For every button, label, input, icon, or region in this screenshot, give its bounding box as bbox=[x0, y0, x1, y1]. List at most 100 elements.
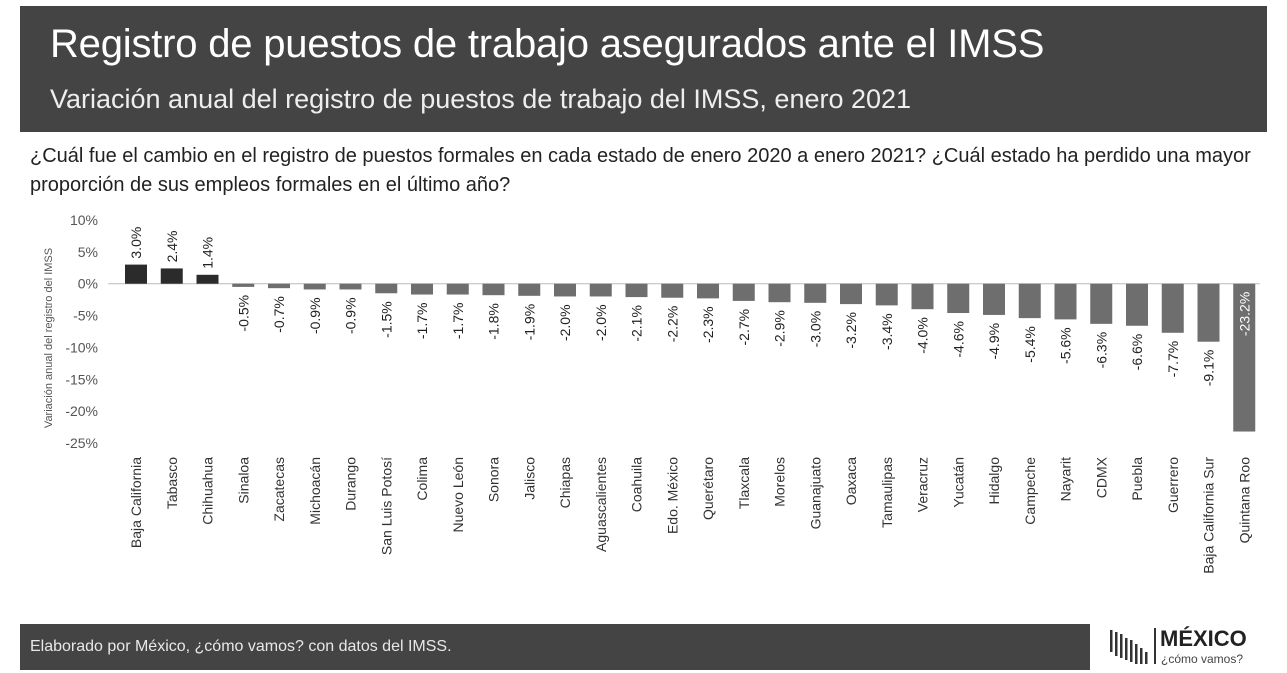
data-label: -3.2% bbox=[843, 312, 859, 349]
bar bbox=[768, 283, 791, 303]
data-label: -1.5% bbox=[378, 301, 394, 338]
category-label: Zacatecas bbox=[271, 457, 287, 522]
category-label: Baja California Sur bbox=[1201, 457, 1217, 574]
category-label: Baja California bbox=[128, 457, 144, 548]
data-label: -1.9% bbox=[521, 304, 537, 341]
bar bbox=[411, 283, 433, 295]
data-label: -4.0% bbox=[915, 317, 931, 354]
category-label: Chihuahua bbox=[200, 457, 216, 525]
category-label: Oaxaca bbox=[843, 457, 859, 505]
bar bbox=[947, 283, 970, 314]
y-axis-title: Variación anual del registro del IMSS bbox=[43, 248, 55, 428]
bar bbox=[268, 283, 290, 289]
bar bbox=[1126, 283, 1148, 326]
bar bbox=[911, 283, 934, 310]
y-tick-label: -15% bbox=[65, 371, 98, 387]
data-label: -2.3% bbox=[700, 306, 716, 343]
bar bbox=[983, 283, 1005, 315]
category-label: Yucatán bbox=[950, 457, 966, 508]
category-label: Tamaulipas bbox=[879, 457, 895, 528]
bar bbox=[661, 283, 684, 298]
bar bbox=[303, 283, 326, 290]
data-label: -4.6% bbox=[950, 321, 966, 358]
bar bbox=[160, 268, 183, 284]
bar bbox=[482, 283, 505, 296]
bar bbox=[1197, 283, 1220, 342]
category-label: Guanajuato bbox=[807, 457, 823, 530]
y-tick-label: 5% bbox=[78, 244, 98, 260]
data-label: -0.9% bbox=[343, 297, 359, 334]
category-label: Querétaro bbox=[700, 457, 716, 520]
bar bbox=[1054, 283, 1077, 320]
category-label: Guerrero bbox=[1165, 457, 1181, 513]
category-label: Veracruz bbox=[915, 457, 931, 512]
category-label: Hidalgo bbox=[986, 457, 1002, 505]
bar bbox=[804, 283, 827, 303]
category-label: Coahuila bbox=[629, 457, 645, 512]
data-label: -6.3% bbox=[1093, 332, 1109, 369]
data-label: 3.0% bbox=[128, 227, 144, 259]
category-label: Tlaxcala bbox=[736, 457, 752, 509]
category-label: Aguascalientes bbox=[593, 457, 609, 552]
y-tick-label: 10% bbox=[70, 212, 98, 228]
category-label: Puebla bbox=[1129, 457, 1145, 501]
brand-logo: MÉXICO ¿cómo vamos? bbox=[1108, 624, 1268, 670]
data-label: -0.7% bbox=[271, 296, 287, 333]
bar bbox=[518, 283, 541, 296]
bar bbox=[554, 283, 576, 297]
y-tick-label: -5% bbox=[73, 308, 98, 324]
bar bbox=[1090, 283, 1113, 324]
bar bbox=[1161, 283, 1184, 333]
category-label: Sonora bbox=[486, 457, 502, 502]
data-label: -5.4% bbox=[1022, 326, 1038, 363]
data-label: -4.9% bbox=[986, 323, 1002, 360]
data-label: -23.2% bbox=[1236, 292, 1252, 336]
y-tick-label: 0% bbox=[78, 276, 98, 292]
data-label: -2.9% bbox=[772, 310, 788, 347]
bar bbox=[732, 283, 755, 301]
category-label: Colima bbox=[414, 457, 430, 501]
bar bbox=[446, 283, 469, 295]
question-text: ¿Cuál fue el cambio en el registro de pu… bbox=[30, 145, 1251, 196]
bar bbox=[232, 283, 255, 287]
data-label: 1.4% bbox=[200, 237, 216, 269]
data-label: -3.4% bbox=[879, 313, 895, 350]
header-banner: Registro de puestos de trabajo asegurado… bbox=[20, 6, 1267, 132]
category-label: San Luis Potosí bbox=[378, 457, 394, 555]
category-label: Edo. México bbox=[664, 457, 680, 534]
category-label: Jalisco bbox=[521, 457, 537, 500]
category-label: Nayarit bbox=[1058, 457, 1074, 501]
data-label: -9.1% bbox=[1201, 350, 1217, 387]
data-label: -1.7% bbox=[414, 303, 430, 340]
bar bbox=[1018, 283, 1041, 319]
category-label: Nuevo León bbox=[450, 457, 466, 533]
footer-bar: Elaborado por México, ¿cómo vamos? con d… bbox=[20, 624, 1090, 670]
category-label: Durango bbox=[343, 457, 359, 511]
bar bbox=[375, 283, 398, 294]
category-label: Quintana Roo bbox=[1236, 457, 1252, 544]
page-subtitle: Variación anual del registro de puestos … bbox=[50, 84, 912, 114]
y-tick-label: -20% bbox=[65, 403, 98, 419]
data-label: -1.7% bbox=[450, 303, 466, 340]
y-tick-label: -25% bbox=[65, 435, 98, 451]
data-label: -1.8% bbox=[486, 303, 502, 340]
data-label: 2.4% bbox=[164, 231, 180, 263]
bar bbox=[697, 283, 719, 299]
page-title: Registro de puestos de trabajo asegurado… bbox=[50, 22, 1045, 66]
bar bbox=[1233, 283, 1256, 432]
logo-mark-icon bbox=[1110, 630, 1148, 664]
logo-tagline: ¿cómo vamos? bbox=[1161, 652, 1244, 666]
bar bbox=[196, 274, 219, 284]
category-label: Campeche bbox=[1022, 457, 1038, 525]
category-label: Michoacán bbox=[307, 457, 323, 525]
category-label: Tabasco bbox=[164, 457, 180, 509]
data-label: -6.6% bbox=[1129, 334, 1145, 371]
data-label: -2.2% bbox=[664, 306, 680, 343]
data-label: -5.6% bbox=[1058, 327, 1074, 364]
data-label: -7.7% bbox=[1165, 341, 1181, 378]
bar bbox=[589, 283, 612, 297]
category-label: Chiapas bbox=[557, 457, 573, 508]
bar bbox=[625, 283, 648, 298]
logo-divider bbox=[1154, 628, 1156, 664]
